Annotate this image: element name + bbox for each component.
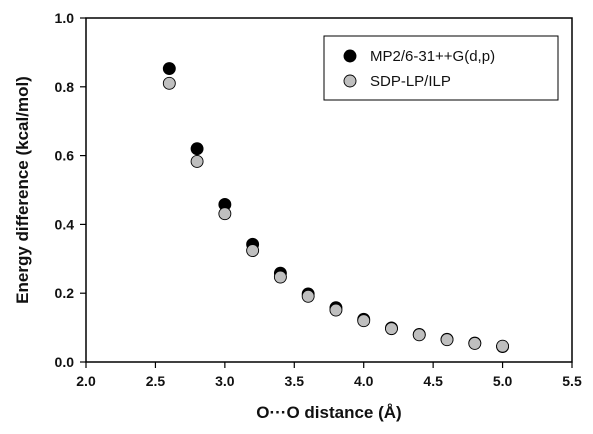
x-tick-label: 4.0 [354,373,374,389]
x-axis-title: O···O distance (Å) [256,403,401,422]
legend-marker-sdp [344,75,356,87]
y-tick-label: 0.2 [55,285,75,301]
y-tick-label: 1.0 [55,10,75,26]
x-tick-label: 2.0 [76,373,96,389]
data-point-sdp [441,334,453,346]
x-tick-label: 3.5 [285,373,305,389]
y-tick-label: 0.4 [55,216,75,232]
data-point-sdp [274,271,286,283]
data-point-sdp [358,315,370,327]
x-tick-label: 5.5 [562,373,582,389]
y-tick-label: 0.6 [55,148,75,164]
data-point-sdp [247,245,259,257]
x-axis: 2.0 2.5 3.0 3.5 4.0 4.5 5.0 5.5 [76,362,582,389]
legend: MP2/6-31++G(d,p) SDP-LP/ILP [324,36,558,100]
data-point-mp2 [191,143,203,155]
data-point-sdp [163,77,175,89]
data-point-sdp [219,208,231,220]
legend-label-sdp: SDP-LP/ILP [370,73,451,90]
y-tick-label: 0.8 [55,79,75,95]
data-point-sdp [191,155,203,167]
legend-label-mp2: MP2/6-31++G(d,p) [370,48,495,65]
data-point-mp2 [163,63,175,75]
data-point-sdp [497,340,509,352]
data-point-sdp [385,323,397,335]
legend-box [324,36,558,100]
data-point-sdp [330,304,342,316]
x-tick-label: 4.5 [423,373,443,389]
x-tick-label: 2.5 [146,373,166,389]
data-point-sdp [302,290,314,302]
x-tick-label: 3.0 [215,373,235,389]
data-points [163,63,508,353]
data-point-sdp [413,329,425,341]
y-axis: 0.0 0.2 0.4 0.6 0.8 1.0 [55,10,86,370]
data-point-sdp [469,337,481,349]
y-axis-title: Energy difference (kcal/mol) [13,76,32,304]
x-tick-label: 5.0 [493,373,513,389]
legend-marker-mp2 [344,50,356,62]
y-tick-label: 0.0 [55,354,75,370]
